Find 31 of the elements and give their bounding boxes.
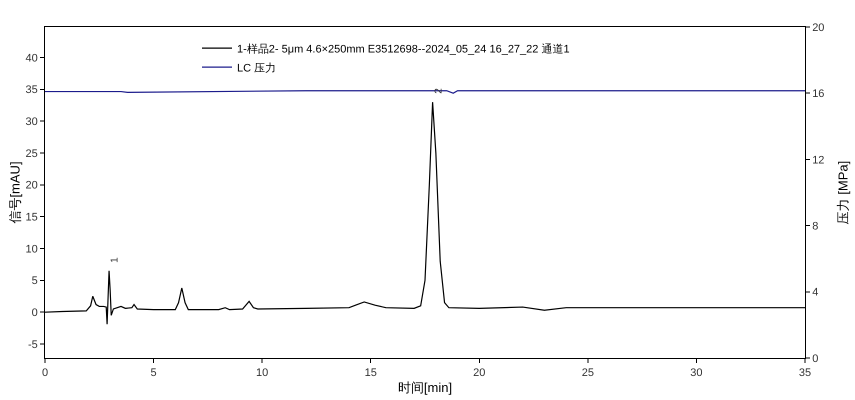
y-tick-label: 15 (26, 212, 38, 224)
y-axis-title: 信号[mAU] (8, 161, 22, 224)
y-tick-label: 0 (32, 307, 38, 320)
x-tick-label: 35 (798, 367, 812, 380)
x-tick-label: 10 (256, 367, 268, 380)
y-tick-label: 10 (26, 243, 38, 256)
y2-tick-label: 4 (812, 286, 818, 299)
annotation: 2 (433, 88, 444, 94)
y2-tick-label: 12 (812, 154, 824, 166)
y-tick-label: 40 (26, 52, 38, 64)
y-tick-label: 5 (32, 275, 38, 288)
y2-tick-label: 8 (812, 220, 818, 232)
y2-tick-label: 16 (812, 88, 824, 100)
x-axis-title: 时间[min] (398, 380, 452, 395)
x-tick-label: 15 (364, 367, 377, 380)
y2-axis-title: 压力 [MPa] (836, 160, 850, 224)
y2-tick-label: 0 (812, 352, 818, 365)
y2-tick-label: 20 (812, 22, 824, 34)
legend-label: LC 压力 (237, 61, 276, 74)
y-tick-label: 35 (26, 84, 38, 96)
x-tick-label: 30 (690, 367, 703, 380)
annotation: 1 (109, 256, 120, 263)
x-tick-label: 0 (42, 367, 48, 380)
x-tick-label: 25 (582, 367, 594, 380)
x-tick-label: 5 (150, 367, 157, 380)
y-tick-label: 25 (26, 148, 38, 160)
y-tick-label: -5 (28, 338, 38, 351)
y-tick-label: 20 (26, 180, 38, 192)
x-tick-label: 20 (473, 367, 486, 380)
legend-label: 1-样品2- 5μm 4.6×250mm E3512698--2024_05_24 16_27_22 通道1 (237, 42, 570, 56)
y-tick-label: 30 (26, 116, 38, 128)
